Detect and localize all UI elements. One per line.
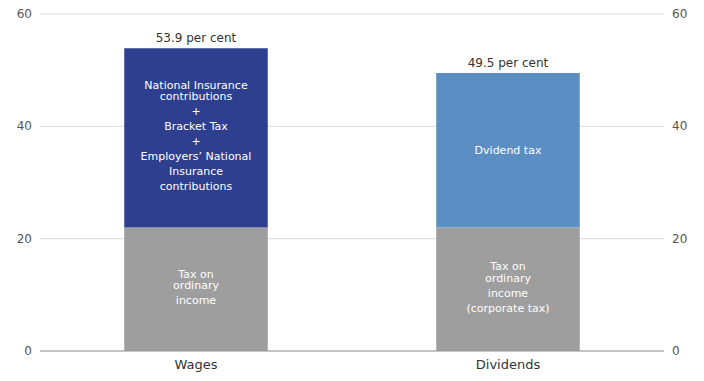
chart-container: 00202040406060Tax onordinaryincomeNation… xyxy=(0,0,704,381)
grid xyxy=(40,14,664,351)
bar-segment xyxy=(436,73,580,227)
text-line: Dvidend tax xyxy=(475,144,542,157)
bar-segment xyxy=(124,227,268,351)
y-tick-label: 60 xyxy=(17,7,32,21)
text-line: contributions xyxy=(160,90,233,103)
text-line: ordinary xyxy=(173,279,219,292)
y-tick-label: 0 xyxy=(24,344,32,358)
bar-segment xyxy=(436,227,580,351)
text-line: (corporate tax) xyxy=(467,302,550,315)
total-label: 53.9 per cent xyxy=(156,31,237,45)
y-tick-label: 40 xyxy=(17,119,32,133)
x-axis-line xyxy=(40,351,664,352)
text-line: + xyxy=(191,105,200,118)
bars xyxy=(124,48,580,351)
segment-label: Tax onordinaryincome xyxy=(173,268,219,308)
bar-segment xyxy=(124,48,268,227)
grid-line xyxy=(40,351,664,352)
y-tick-label: 20 xyxy=(17,232,32,246)
chart-svg: 00202040406060Tax onordinaryincomeNation… xyxy=(0,0,704,381)
segment-label: Dvidend tax xyxy=(475,144,542,157)
text-line: Bracket Tax xyxy=(164,120,228,133)
total-label: 49.5 per cent xyxy=(468,56,549,70)
text-line: contributions xyxy=(160,180,233,193)
segment-label: Tax onordinaryincome(corporate tax) xyxy=(467,260,550,315)
text-line: Employers’ National xyxy=(141,150,252,163)
grid-line xyxy=(40,14,664,15)
text-line: ordinary xyxy=(485,272,531,285)
y2-tick-label: 60 xyxy=(672,7,687,21)
y2-tick-label: 20 xyxy=(672,232,687,246)
text-line: Insurance xyxy=(169,165,223,178)
bar-labels: Tax onordinaryincomeNational Insuranceco… xyxy=(141,31,550,314)
x-tick-label: Dividends xyxy=(476,357,541,372)
y2-tick-label: 40 xyxy=(672,119,687,133)
segment-label: National Insurancecontributions+Bracket … xyxy=(141,79,252,194)
text-line: income xyxy=(176,294,217,307)
text-line: income xyxy=(488,287,529,300)
text-line: + xyxy=(191,135,200,148)
y2-tick-label: 0 xyxy=(672,344,680,358)
x-tick-label: Wages xyxy=(174,357,217,372)
